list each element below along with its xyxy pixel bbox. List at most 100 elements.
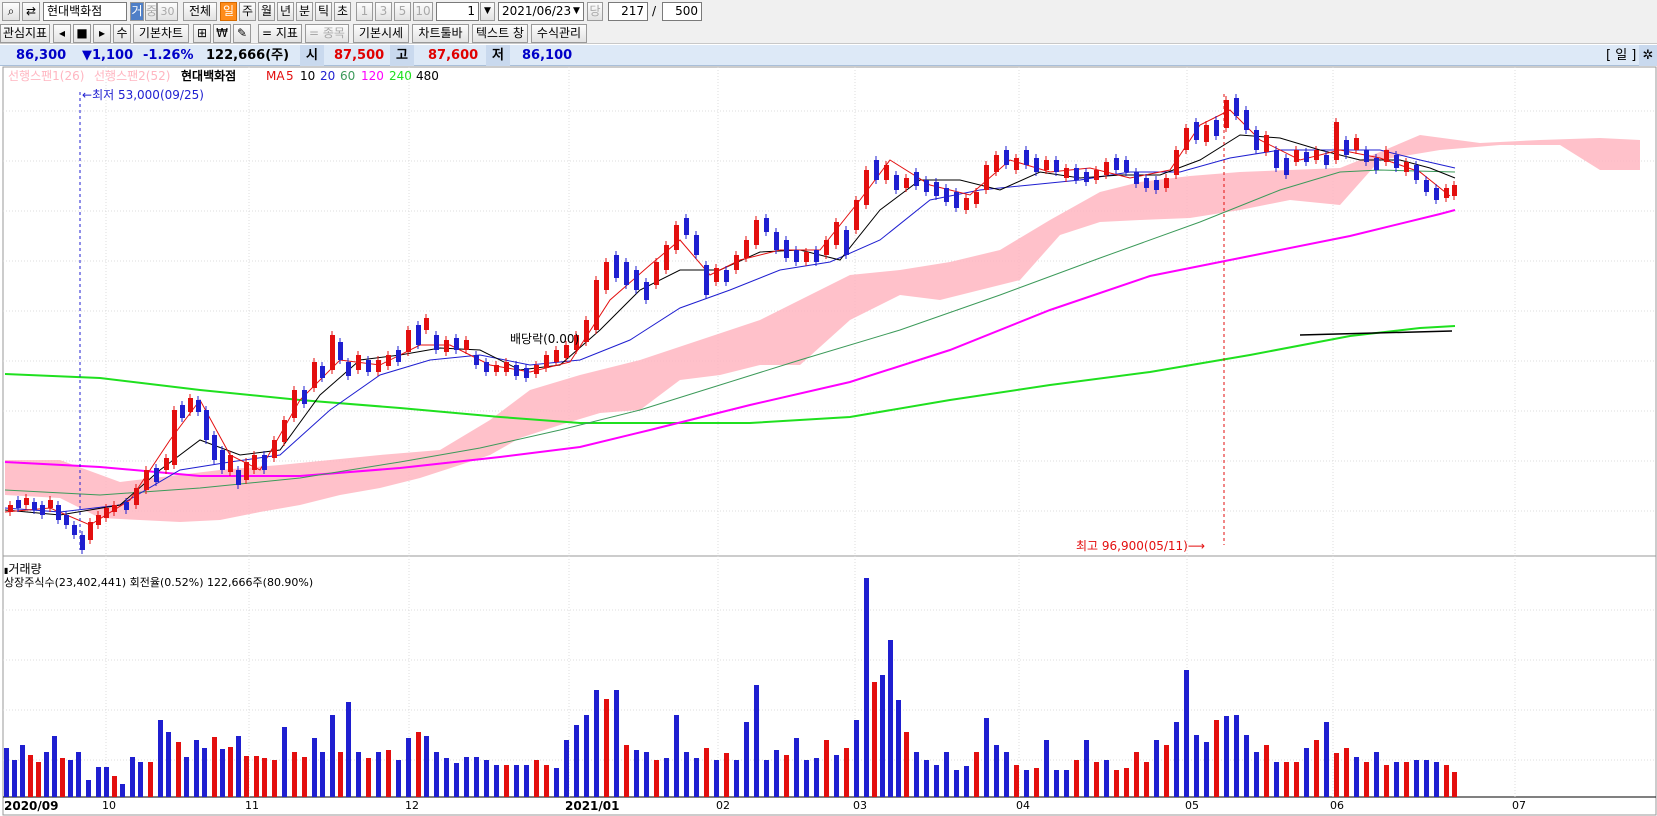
interval-10-button[interactable]: 10	[413, 2, 433, 21]
total-input[interactable]: 500	[662, 2, 702, 21]
volume-bar-34	[302, 757, 307, 797]
geo-button[interactable]: 거	[130, 2, 144, 21]
legend-ma-label: MA	[266, 69, 285, 83]
period-minute-button[interactable]: 분	[296, 2, 313, 21]
volume-title-text: 거래량	[8, 562, 42, 576]
candle-55	[504, 362, 509, 372]
legend-ma60: 60	[340, 69, 356, 83]
indicator-button[interactable]: = 지표	[258, 24, 302, 43]
trade-volume: 122,666(주)	[206, 48, 290, 63]
nav-prev-button[interactable]: ◂	[53, 24, 71, 43]
interval-5-button[interactable]: 5	[394, 2, 411, 21]
tool-icon[interactable]: ✎	[233, 24, 251, 43]
period-second-button[interactable]: 초	[334, 2, 351, 21]
volume-bar-111	[1054, 770, 1059, 797]
chart-canvas[interactable]	[0, 66, 1657, 816]
volume-bar-88	[834, 755, 839, 797]
volume-bar-118	[1124, 768, 1129, 797]
candle-39	[346, 362, 351, 376]
pattern-icon[interactable]: ⊞	[193, 24, 211, 43]
volume-bar-115	[1094, 762, 1099, 797]
volume-bar-48	[434, 752, 439, 797]
volume-bar-150	[1444, 765, 1449, 797]
volume-bar-39	[346, 702, 351, 797]
date-dropdown-icon[interactable]: ▼	[573, 6, 580, 16]
volume-bar-62	[574, 725, 579, 797]
dividend-annotation: 배당락(0.00)	[510, 332, 580, 346]
all-button[interactable]: 전체	[183, 2, 217, 21]
x-label-1: 10	[102, 799, 116, 812]
candle-49	[444, 340, 449, 352]
period-tick-button[interactable]: 틱	[315, 2, 332, 21]
chart-toolbar-button[interactable]: 차트툴바	[412, 24, 469, 43]
candle-92	[874, 160, 879, 180]
nav-next-button[interactable]: ▸	[93, 24, 111, 43]
candle-56	[514, 365, 519, 376]
candle-119	[1144, 178, 1149, 188]
volume-bar-125	[1194, 735, 1199, 797]
volume-bar-96	[904, 732, 909, 797]
volume-bar-126	[1204, 742, 1209, 797]
candle-95	[904, 178, 909, 188]
candle-88	[834, 222, 839, 245]
x-label-5: 02	[716, 799, 730, 812]
x-label-0: 2020/09	[4, 799, 59, 813]
search-icon[interactable]: ⌕	[2, 2, 20, 21]
volume-bar-138	[1324, 722, 1329, 797]
period-month-button[interactable]: 월	[258, 2, 275, 21]
interest-indicator-button[interactable]: 관심지표	[0, 24, 50, 43]
basic-chart-button[interactable]: 기본차트	[133, 24, 189, 43]
candle-121	[1164, 178, 1169, 188]
volume-bar-9	[76, 752, 81, 797]
stock-compare-button[interactable]: = 종목	[305, 24, 349, 43]
volume-bar-30	[262, 758, 267, 797]
stock-chart[interactable]	[0, 66, 1657, 816]
volume-bar-5	[44, 752, 49, 797]
volume-bar-72	[674, 715, 679, 797]
candle-118	[1134, 172, 1139, 184]
volume-bar-140	[1344, 748, 1349, 797]
volume-bar-51	[464, 757, 469, 797]
period-day-button[interactable]: 일	[220, 2, 237, 21]
volume-bar-141	[1354, 757, 1359, 797]
candle-69	[644, 282, 649, 300]
volume-bar-32	[282, 727, 287, 797]
interval-input[interactable]: 1	[436, 2, 479, 21]
volume-bar-16	[138, 762, 143, 797]
candle-76	[714, 268, 719, 282]
x-label-9: 06	[1330, 799, 1344, 812]
gear-icon[interactable]: ✲	[1639, 45, 1657, 66]
period-week-button[interactable]: 주	[239, 2, 256, 21]
nav-stop-button[interactable]: ■	[73, 24, 91, 43]
jung-value[interactable]: 30	[157, 2, 178, 21]
candle-86	[814, 250, 819, 262]
legend-span2: 선행스팬2(52)	[94, 69, 171, 83]
candle-71	[664, 245, 669, 270]
candle-66	[614, 255, 619, 278]
volume-bar-10	[86, 780, 91, 797]
count-input[interactable]: 217	[608, 2, 648, 21]
interval-3-button[interactable]: 3	[375, 2, 392, 21]
volume-bar-120	[1144, 762, 1149, 797]
dang-button[interactable]: 당	[587, 2, 603, 21]
basic-quote-button[interactable]: 기본시세	[353, 24, 409, 43]
candle-97	[924, 180, 929, 192]
candle-67	[624, 262, 629, 285]
volume-bar-130	[1244, 735, 1249, 797]
text-window-button[interactable]: 텍스트 창	[472, 24, 528, 43]
chevron-down-icon[interactable]: ▼	[480, 2, 495, 21]
won-icon[interactable]: ₩	[213, 24, 231, 43]
refresh-icon[interactable]: ⇄	[22, 2, 40, 21]
su-button[interactable]: 수	[113, 24, 131, 43]
candle-60	[554, 350, 559, 362]
jung-button[interactable]: 중	[145, 2, 157, 21]
volume-bar-21	[184, 757, 189, 797]
stock-name-input[interactable]: 현대백화점	[43, 2, 127, 21]
interval-1-button[interactable]: 1	[356, 2, 373, 21]
volume-bar-40	[356, 752, 361, 797]
candle-109	[1044, 160, 1049, 170]
date-input[interactable]: 2021/06/23	[498, 2, 584, 21]
formula-manager-button[interactable]: 수식관리	[531, 24, 587, 43]
volume-bar-79	[744, 722, 749, 797]
period-year-button[interactable]: 년	[277, 2, 294, 21]
